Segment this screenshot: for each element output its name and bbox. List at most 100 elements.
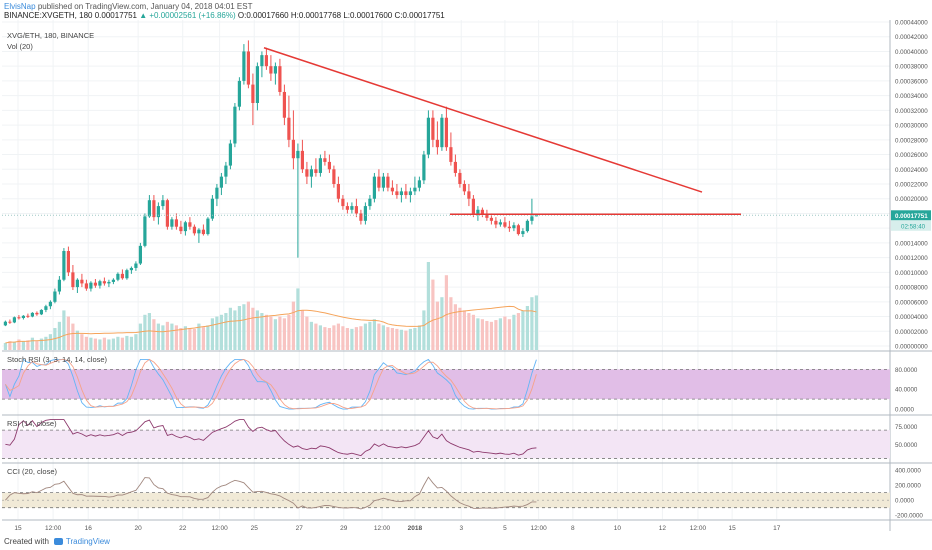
volume-bar	[107, 339, 111, 350]
rsi-title: RSI (14, close)	[7, 419, 57, 428]
candle-body	[170, 219, 174, 227]
last-price-badge	[891, 210, 931, 221]
author-link[interactable]: ElvisNap	[4, 2, 36, 11]
candle-body	[498, 222, 502, 225]
time-axis-label: 15	[14, 525, 22, 532]
candle-body	[291, 139, 295, 159]
stoch-rsi-title: Stoch RSI (3, 3, 14, 14, close)	[7, 355, 108, 364]
time-axis-label: 8	[571, 525, 575, 532]
time-axis-label: 12:00	[374, 525, 391, 532]
price-axis-label: 0.00022000	[895, 182, 928, 189]
volume-bar	[471, 314, 475, 350]
tradingview-link[interactable]: TradingView	[65, 537, 110, 546]
time-axis-label: 12:00	[211, 525, 228, 532]
price-axis-label: 0.00012000	[895, 255, 928, 262]
volume-bar	[210, 318, 214, 350]
candle-body	[314, 169, 318, 173]
volume-bar	[62, 310, 66, 350]
time-axis-label: 12:00	[531, 525, 548, 532]
candle-body	[62, 251, 66, 280]
volume-bar	[440, 297, 444, 350]
volume-bar	[282, 318, 286, 350]
candle-body	[426, 117, 430, 155]
candle-body	[102, 281, 106, 284]
volume-bar	[30, 337, 34, 350]
price-axis-label: 0.00030000	[895, 123, 928, 130]
candle-body	[80, 279, 84, 284]
volume-bar	[75, 330, 79, 350]
volume-bar	[336, 323, 340, 350]
candle-body	[26, 315, 30, 317]
candle-body	[89, 282, 93, 289]
candle-body	[147, 200, 151, 217]
price-axis-label: 0.00036000	[895, 78, 928, 85]
time-axis-label: 12:00	[45, 525, 62, 532]
candle-body	[390, 187, 394, 192]
indicator-axis-label: 75.0000	[895, 424, 918, 431]
candle-body	[305, 169, 309, 177]
candle-body	[237, 80, 241, 107]
candle-body	[467, 191, 471, 199]
volume-bar	[377, 323, 381, 350]
candle-body	[30, 312, 34, 317]
volume-bar	[116, 336, 120, 350]
candle-body	[219, 176, 223, 188]
candle-body	[399, 191, 403, 196]
volume-bar	[39, 338, 43, 350]
candle-body	[534, 215, 538, 217]
volume-bar	[26, 340, 30, 350]
candle-body	[120, 273, 124, 279]
candle-body	[143, 216, 147, 246]
volume-bar	[129, 336, 133, 350]
price-axis-label: 0.00024000	[895, 167, 928, 174]
volume-bar	[453, 304, 457, 350]
candle-body	[516, 225, 520, 235]
candle-body	[408, 191, 412, 196]
time-axis-label: 22	[179, 525, 187, 532]
price-axis-label: 0.00000000	[895, 344, 928, 351]
volume-bar	[201, 327, 205, 350]
volume-bar	[444, 275, 448, 350]
time-axis-label: 27	[296, 525, 304, 532]
candle-body	[278, 66, 282, 92]
candle-body	[332, 169, 336, 184]
volume-bar	[354, 327, 358, 350]
footer-bar: Created with TradingView	[0, 534, 932, 550]
candle-body	[179, 226, 183, 232]
volume-bar	[134, 334, 138, 350]
volume-bar	[363, 323, 367, 350]
stoch-d-line	[5, 358, 537, 410]
volume-bar	[197, 323, 201, 350]
volume-bar	[251, 307, 255, 350]
time-axis-label: 5	[503, 525, 507, 532]
volume-bar	[435, 301, 439, 350]
volume-bar	[462, 310, 466, 350]
candle-body	[341, 198, 345, 207]
volume-bar	[183, 326, 187, 350]
volume-bar	[147, 313, 151, 350]
time-axis-label: 12:00	[690, 525, 707, 532]
indicator-axis-label: 80.0000	[895, 367, 918, 374]
rsi-band	[2, 430, 890, 459]
cci-title: CCI (20, close)	[7, 467, 58, 476]
candle-body	[251, 84, 255, 103]
volume-bar	[386, 327, 390, 350]
volume-bar	[165, 321, 169, 350]
candle-body	[129, 267, 133, 271]
candle-body	[462, 184, 466, 192]
volume-bar	[89, 337, 93, 350]
candle-body	[21, 315, 25, 319]
stoch-band	[2, 369, 890, 400]
candle-body	[327, 161, 331, 170]
time-axis-label: 12	[659, 525, 667, 532]
volume-bar	[48, 334, 52, 350]
volume-bar	[156, 323, 160, 350]
candle-body	[57, 279, 61, 292]
candle-body	[35, 312, 39, 315]
volume-bar	[431, 279, 435, 350]
volume-bar	[161, 325, 165, 350]
volume-bar	[8, 341, 12, 350]
candle-body	[525, 220, 529, 232]
volume-bar	[98, 339, 102, 350]
